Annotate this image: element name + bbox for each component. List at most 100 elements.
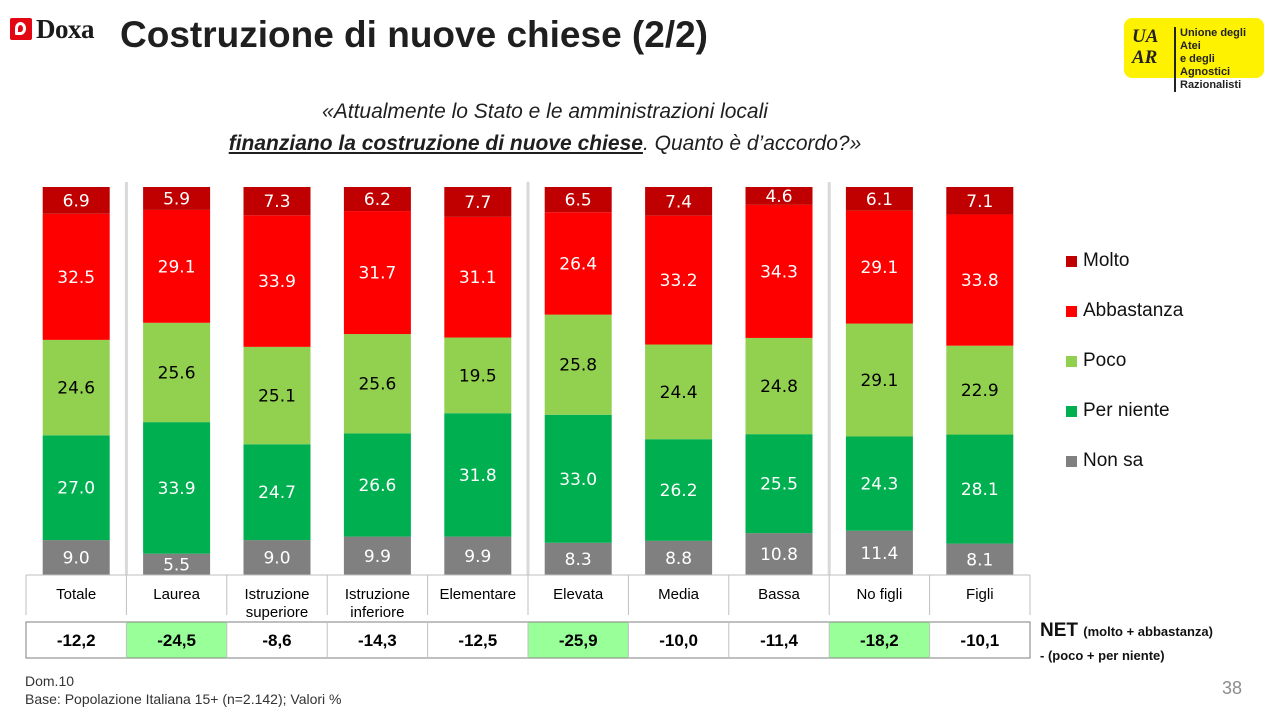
legend-swatch-non-sa bbox=[1066, 455, 1077, 467]
bar-non-sa-6 bbox=[544, 542, 612, 575]
bar-molto-4 bbox=[343, 187, 411, 212]
bar-per-niente-6 bbox=[544, 414, 612, 543]
net-value-3: -8,6 bbox=[262, 631, 291, 650]
stacked-bar-chart: 9.0 27.0 24.6 32.5 6.9 5.5 33.9 25.6 29.1 5.9 9.0 2… bbox=[25, 182, 1031, 659]
data-label-molto-2: 5.9 bbox=[163, 189, 190, 209]
data-label-per-niente-4: 26.6 bbox=[358, 476, 396, 496]
legend-swatch-molto bbox=[1066, 255, 1077, 267]
bar-molto-9 bbox=[845, 187, 913, 211]
bar-abbastanza-6 bbox=[544, 212, 612, 315]
data-label-per-niente-1: 27.0 bbox=[57, 479, 95, 499]
question-rest: . Quanto è d’accordo?» bbox=[642, 132, 862, 155]
legend-item-non-sa: Non sa bbox=[1066, 436, 1183, 486]
bar-abbastanza-1 bbox=[42, 213, 110, 340]
x-tick-label-7: Media bbox=[658, 586, 700, 603]
bar-per-niente-3 bbox=[243, 444, 311, 541]
data-label-abbastanza-4: 31.7 bbox=[358, 264, 396, 284]
bar-per-niente-4 bbox=[343, 433, 411, 537]
bar-non-sa-3 bbox=[243, 540, 311, 575]
bar-non-sa-9 bbox=[845, 530, 913, 575]
footnote: Dom.10 Base: Popolazione Italiana 15+ (n… bbox=[25, 672, 342, 708]
data-label-poco-9: 29.1 bbox=[860, 371, 898, 391]
doxa-logo-icon bbox=[10, 18, 32, 40]
bar-abbastanza-8 bbox=[745, 204, 813, 338]
data-label-per-niente-9: 24.3 bbox=[860, 475, 898, 495]
uaar-logo-text: Unione degli Atei e degli Agnostici Razi… bbox=[1174, 27, 1264, 92]
net-value-1: -12,2 bbox=[57, 631, 96, 650]
x-tick-label-8: Bassa bbox=[758, 586, 800, 603]
data-label-poco-5: 19.5 bbox=[459, 366, 497, 386]
survey-question: «Attualmente lo Stato e le amministrazio… bbox=[0, 96, 1090, 160]
bar-abbastanza-4 bbox=[343, 211, 411, 335]
legend-item-per-niente: Per niente bbox=[1066, 386, 1183, 436]
legend-item-poco: Poco bbox=[1066, 336, 1183, 386]
data-label-molto-3: 7.3 bbox=[263, 192, 290, 212]
bar-per-niente-2 bbox=[143, 422, 211, 554]
bar-poco-5 bbox=[444, 337, 512, 414]
net-value-5: -12,5 bbox=[458, 631, 497, 650]
net-label-sub: - (poco + per niente) bbox=[1040, 648, 1165, 663]
bar-poco-3 bbox=[243, 346, 311, 445]
bar-non-sa-4 bbox=[343, 536, 411, 575]
bar-poco-7 bbox=[645, 344, 713, 440]
net-cell-highlight-6 bbox=[528, 622, 629, 658]
bar-poco-10 bbox=[946, 345, 1014, 435]
net-value-4: -14,3 bbox=[358, 631, 397, 650]
page-number: 38 bbox=[1222, 678, 1243, 698]
bar-abbastanza-10 bbox=[946, 214, 1014, 346]
x-tick-label-4: Istruzione bbox=[345, 586, 410, 603]
bar-molto-7 bbox=[645, 187, 713, 216]
x-tick-label-2: Laurea bbox=[153, 586, 200, 603]
data-label-non-sa-10: 8.1 bbox=[966, 550, 993, 570]
data-label-non-sa-3: 9.0 bbox=[263, 549, 290, 569]
uaar-logo: UA AR Unione degli Atei e degli Agnostic… bbox=[1124, 18, 1264, 92]
data-label-molto-1: 6.9 bbox=[63, 191, 90, 211]
data-label-poco-4: 25.6 bbox=[358, 375, 396, 395]
data-label-poco-10: 22.9 bbox=[961, 381, 999, 401]
data-label-molto-7: 7.4 bbox=[665, 192, 692, 212]
data-label-abbastanza-2: 29.1 bbox=[158, 257, 196, 277]
net-value-9: -18,2 bbox=[860, 631, 899, 650]
bar-non-sa-2 bbox=[143, 553, 211, 575]
question-underlined: finanziano la costruzione di nuove chies… bbox=[228, 132, 643, 155]
doxa-logo: Doxa bbox=[10, 13, 95, 44]
data-label-poco-3: 25.1 bbox=[258, 387, 296, 407]
bar-molto-2 bbox=[143, 187, 211, 210]
bar-molto-3 bbox=[243, 187, 311, 216]
data-label-non-sa-9: 11.4 bbox=[860, 544, 898, 564]
x-tick-label-9: No figli bbox=[856, 586, 902, 603]
net-label-main: NET bbox=[1040, 620, 1078, 641]
legend-swatch-per-niente bbox=[1066, 405, 1077, 417]
legend-label-non-sa: Non sa bbox=[1083, 450, 1144, 471]
bar-poco-2 bbox=[143, 322, 211, 423]
legend-swatch-abbastanza bbox=[1066, 305, 1077, 317]
data-label-abbastanza-6: 26.4 bbox=[559, 254, 597, 274]
net-value-8: -11,4 bbox=[760, 631, 798, 650]
data-label-abbastanza-9: 29.1 bbox=[860, 258, 898, 278]
bar-poco-9 bbox=[845, 323, 913, 437]
doxa-logo-text: Doxa bbox=[36, 13, 95, 44]
x-tick-label-1: Totale bbox=[56, 586, 96, 603]
data-label-per-niente-5: 31.8 bbox=[459, 466, 497, 486]
data-label-poco-8: 24.8 bbox=[760, 377, 798, 397]
data-label-per-niente-3: 24.7 bbox=[258, 483, 296, 503]
net-cell-highlight-9 bbox=[829, 622, 930, 658]
data-label-per-niente-10: 28.1 bbox=[961, 480, 999, 500]
bar-molto-5 bbox=[444, 187, 512, 217]
data-label-non-sa-7: 8.8 bbox=[665, 549, 692, 569]
uaar-mark-line-2: AR bbox=[1132, 47, 1158, 68]
data-label-per-niente-6: 33.0 bbox=[559, 470, 597, 490]
bar-per-niente-9 bbox=[845, 436, 913, 531]
data-label-non-sa-6: 8.3 bbox=[565, 550, 592, 570]
bar-abbastanza-9 bbox=[845, 210, 913, 324]
uaar-mark-line-1: UA bbox=[1132, 26, 1159, 47]
bar-abbastanza-3 bbox=[243, 215, 311, 347]
data-label-per-niente-2: 33.9 bbox=[158, 479, 196, 499]
bar-non-sa-5 bbox=[444, 536, 512, 575]
x-tick-label-10: Figli bbox=[966, 586, 994, 603]
legend-label-poco: Poco bbox=[1083, 350, 1127, 371]
uaar-line-3: Razionalisti bbox=[1180, 79, 1242, 91]
data-label-non-sa-4: 9.9 bbox=[364, 547, 391, 567]
x-tick-label-4-line2: inferiore bbox=[350, 604, 404, 621]
question-line-2: finanziano la costruzione di nuove chies… bbox=[0, 128, 1090, 160]
